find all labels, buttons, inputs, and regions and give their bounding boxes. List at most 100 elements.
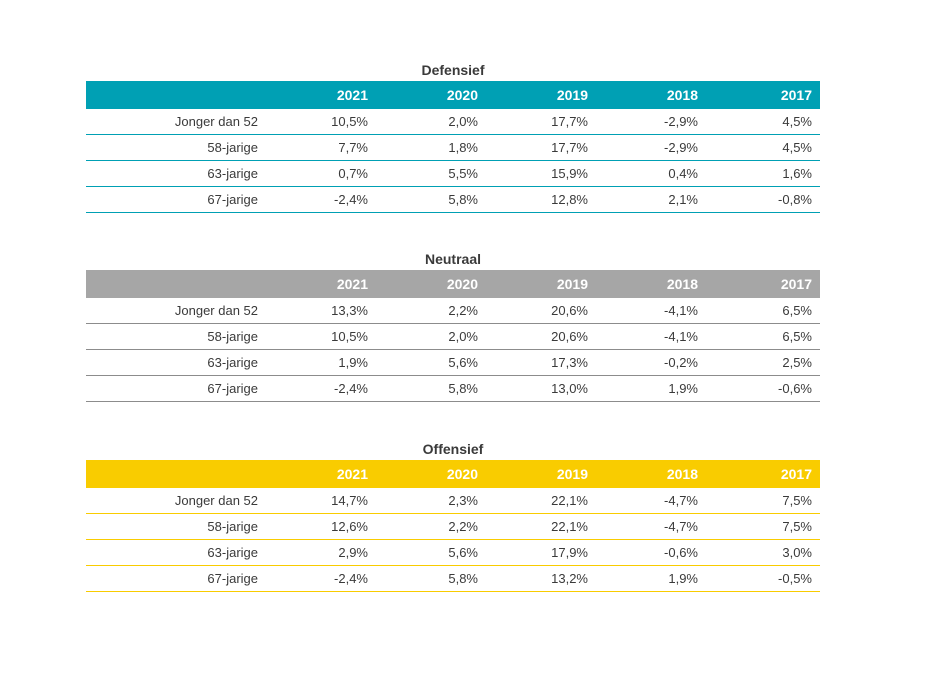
row-label: Jonger dan 52 xyxy=(174,114,258,129)
header-row: 2021 2020 2019 2018 2017 xyxy=(86,460,820,488)
value-cell: 4,5% xyxy=(782,114,812,129)
value-cell: 2,9% xyxy=(338,545,368,560)
returns-table: 2021 2020 2019 2018 2017 Jonger dan 52 1… xyxy=(86,81,820,213)
value-cell: -2,4% xyxy=(334,571,368,586)
value-cell: 2,2% xyxy=(448,303,478,318)
value-cell: 12,6% xyxy=(331,519,368,534)
row-label: Jonger dan 52 xyxy=(174,493,258,508)
value-cell: 15,9% xyxy=(551,166,588,181)
table-row: 63-jarige 1,9% 5,6% 17,3% -0,2% 2,5% xyxy=(86,350,820,376)
header-row: 2021 2020 2019 2018 2017 xyxy=(86,270,820,298)
returns-table: 2021 2020 2019 2018 2017 Jonger dan 52 1… xyxy=(86,460,820,592)
year-header: 2019 xyxy=(556,87,588,103)
year-header: 2020 xyxy=(446,87,478,103)
year-header: 2021 xyxy=(336,466,368,482)
row-label: 63-jarige xyxy=(207,166,258,181)
value-cell: -2,4% xyxy=(334,381,368,396)
value-cell: -0,5% xyxy=(778,571,812,586)
year-header: 2020 xyxy=(446,466,478,482)
value-cell: 2,1% xyxy=(668,192,698,207)
value-cell: 1,9% xyxy=(338,355,368,370)
value-cell: 1,9% xyxy=(668,571,698,586)
value-cell: 10,5% xyxy=(331,329,368,344)
header-empty-cell xyxy=(86,270,266,298)
value-cell: 0,7% xyxy=(338,166,368,181)
value-cell: -2,4% xyxy=(334,192,368,207)
value-cell: 1,8% xyxy=(448,140,478,155)
header-empty-cell xyxy=(86,81,266,109)
value-cell: -0,6% xyxy=(778,381,812,396)
value-cell: -0,8% xyxy=(778,192,812,207)
year-header: 2018 xyxy=(666,276,698,292)
value-cell: 5,5% xyxy=(448,166,478,181)
value-cell: -4,7% xyxy=(664,493,698,508)
value-cell: 2,0% xyxy=(448,114,478,129)
row-label: 67-jarige xyxy=(207,192,258,207)
value-cell: 13,2% xyxy=(551,571,588,586)
value-cell: 2,3% xyxy=(448,493,478,508)
row-label: 63-jarige xyxy=(207,355,258,370)
row-label: 58-jarige xyxy=(207,519,258,534)
year-header: 2018 xyxy=(666,87,698,103)
value-cell: 17,7% xyxy=(551,114,588,129)
value-cell: 20,6% xyxy=(551,303,588,318)
value-cell: 20,6% xyxy=(551,329,588,344)
value-cell: 17,7% xyxy=(551,140,588,155)
value-cell: -2,9% xyxy=(664,114,698,129)
year-header: 2017 xyxy=(780,87,812,103)
table-block-defensief: Defensief 2021 2020 2019 2018 2017 Jonge… xyxy=(86,59,820,213)
header-row: 2021 2020 2019 2018 2017 xyxy=(86,81,820,109)
value-cell: 5,8% xyxy=(448,381,478,396)
year-header: 2021 xyxy=(336,276,368,292)
value-cell: 13,3% xyxy=(331,303,368,318)
table-row: Jonger dan 52 10,5% 2,0% 17,7% -2,9% 4,5… xyxy=(86,109,820,135)
value-cell: 1,9% xyxy=(668,381,698,396)
value-cell: 5,6% xyxy=(448,545,478,560)
value-cell: 14,7% xyxy=(331,493,368,508)
table-title: Defensief xyxy=(421,62,485,78)
table-row: 58-jarige 10,5% 2,0% 20,6% -4,1% 6,5% xyxy=(86,324,820,350)
year-header: 2020 xyxy=(446,276,478,292)
value-cell: 22,1% xyxy=(551,519,588,534)
value-cell: 4,5% xyxy=(782,140,812,155)
value-cell: 13,0% xyxy=(551,381,588,396)
table-row: Jonger dan 52 13,3% 2,2% 20,6% -4,1% 6,5… xyxy=(86,298,820,324)
value-cell: 2,0% xyxy=(448,329,478,344)
row-label: 58-jarige xyxy=(207,140,258,155)
value-cell: -2,9% xyxy=(664,140,698,155)
table-row: 63-jarige 0,7% 5,5% 15,9% 0,4% 1,6% xyxy=(86,161,820,187)
row-label: Jonger dan 52 xyxy=(174,303,258,318)
table-block-offensief: Offensief 2021 2020 2019 2018 2017 Jonge… xyxy=(86,438,820,592)
value-cell: 7,5% xyxy=(782,493,812,508)
year-header: 2017 xyxy=(780,466,812,482)
row-label: 67-jarige xyxy=(207,571,258,586)
value-cell: -4,1% xyxy=(664,329,698,344)
value-cell: 1,6% xyxy=(782,166,812,181)
year-header: 2018 xyxy=(666,466,698,482)
value-cell: -4,1% xyxy=(664,303,698,318)
table-row: Jonger dan 52 14,7% 2,3% 22,1% -4,7% 7,5… xyxy=(86,488,820,514)
table-row: 58-jarige 7,7% 1,8% 17,7% -2,9% 4,5% xyxy=(86,135,820,161)
table-row: 67-jarige -2,4% 5,8% 12,8% 2,1% -0,8% xyxy=(86,187,820,213)
value-cell: 6,5% xyxy=(782,303,812,318)
value-cell: 7,5% xyxy=(782,519,812,534)
value-cell: 6,5% xyxy=(782,329,812,344)
table-row: 67-jarige -2,4% 5,8% 13,2% 1,9% -0,5% xyxy=(86,566,820,592)
row-label: 67-jarige xyxy=(207,381,258,396)
year-header: 2021 xyxy=(336,87,368,103)
value-cell: 10,5% xyxy=(331,114,368,129)
value-cell: 2,2% xyxy=(448,519,478,534)
row-label: 58-jarige xyxy=(207,329,258,344)
value-cell: 7,7% xyxy=(338,140,368,155)
table-title: Offensief xyxy=(422,441,484,457)
value-cell: 12,8% xyxy=(551,192,588,207)
value-cell: -0,6% xyxy=(664,545,698,560)
table-row: 63-jarige 2,9% 5,6% 17,9% -0,6% 3,0% xyxy=(86,540,820,566)
value-cell: 0,4% xyxy=(668,166,698,181)
year-header: 2019 xyxy=(556,466,588,482)
value-cell: 2,5% xyxy=(782,355,812,370)
value-cell: 17,3% xyxy=(551,355,588,370)
table-row: 58-jarige 12,6% 2,2% 22,1% -4,7% 7,5% xyxy=(86,514,820,540)
returns-table: 2021 2020 2019 2018 2017 Jonger dan 52 1… xyxy=(86,270,820,402)
value-cell: 5,8% xyxy=(448,571,478,586)
